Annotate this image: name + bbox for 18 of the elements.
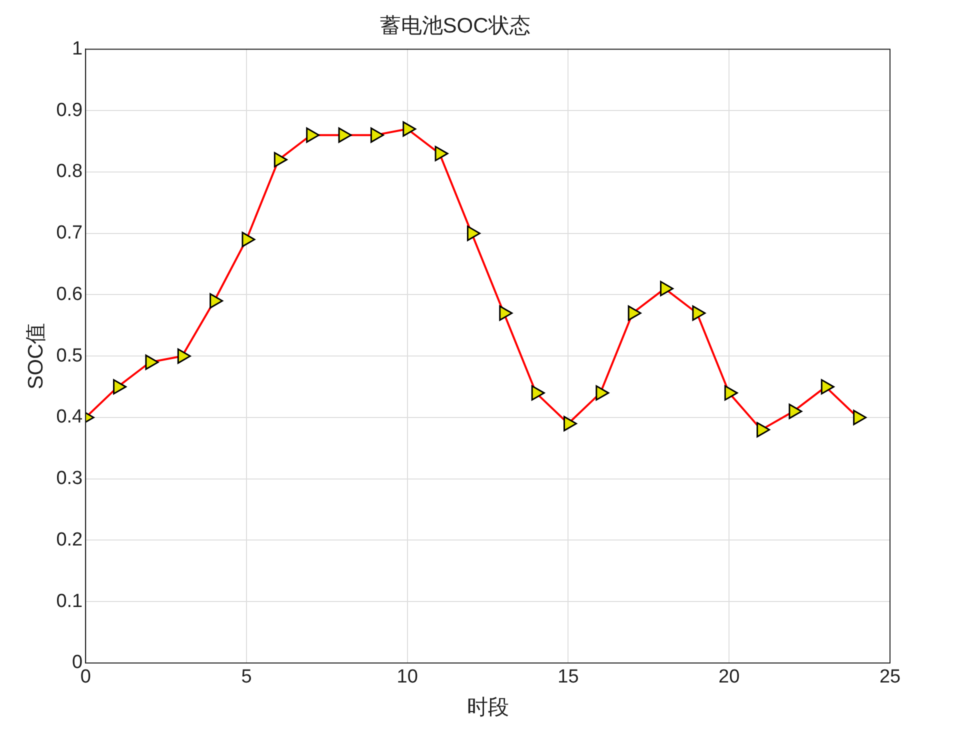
y-tick-label: 0.8 [56,161,83,182]
y-tick-label: 0.3 [56,468,83,490]
x-tick-label: 5 [241,666,252,688]
x-tick-label: 25 [879,666,901,688]
x-tick-label: 10 [396,666,418,688]
y-tick-label: 1 [72,38,83,60]
x-tick-label: 20 [718,666,740,688]
y-tick-label: 0.6 [56,284,83,305]
y-tick-label: 0.1 [56,590,83,612]
x-tick-label: 15 [558,666,579,688]
y-tick-label: 0.7 [56,222,83,244]
x-axis-title: 时段 [466,696,509,720]
y-tick-label: 0.4 [56,406,84,428]
y-tick-label: 0.2 [56,529,83,550]
y-tick-label: 0.5 [56,345,83,366]
chart-title: 蓄电池SOC状态 [380,14,530,38]
y-tick-label: 0.9 [56,100,83,121]
y-axis-title: SOC值 [24,322,48,390]
